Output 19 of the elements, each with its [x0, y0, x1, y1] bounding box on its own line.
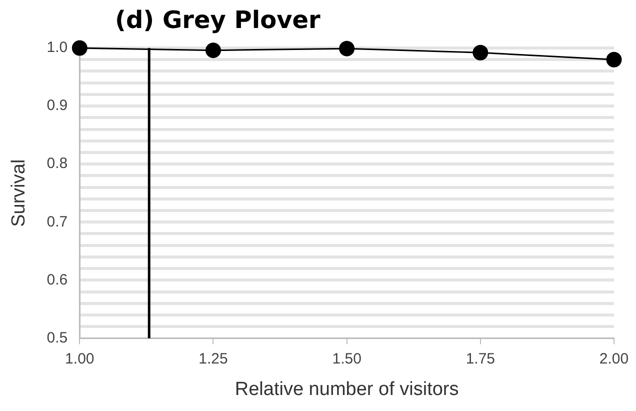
y-tick-label: 0.5	[46, 329, 68, 346]
chart-title: (d) Grey Plover	[115, 6, 320, 34]
point	[606, 52, 622, 68]
point	[72, 40, 88, 56]
y-axis-title: Survival	[8, 159, 30, 227]
y-tick-label: 0.7	[46, 213, 68, 230]
x-tick-label: 1.50	[332, 350, 362, 368]
x-tick-label: 1.00	[65, 350, 94, 368]
x-axis-title: Relative number of visitors	[234, 378, 459, 400]
x-tick-label: 2.00	[599, 350, 629, 368]
x-tick-label: 1.25	[198, 350, 228, 368]
y-tick-label: 0.8	[46, 155, 68, 172]
point	[205, 42, 221, 58]
point	[339, 40, 355, 56]
x-tick-label: 1.75	[466, 350, 496, 368]
y-tick-label: 0.6	[46, 271, 68, 288]
point	[472, 44, 488, 60]
y-tick-label: 1.0	[46, 39, 68, 56]
y-tick-label: 0.9	[46, 97, 68, 114]
